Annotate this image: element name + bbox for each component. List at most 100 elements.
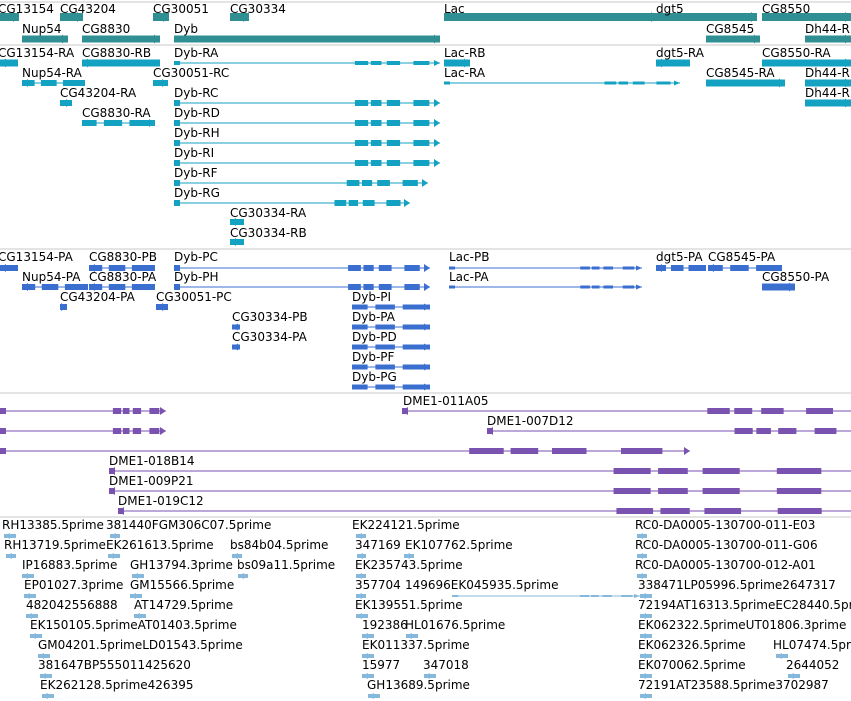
dyb-pg-glyph[interactable] (352, 383, 430, 391)
cg30334-ra-glyph[interactable] (230, 218, 244, 226)
dyb-ph-glyph[interactable] (174, 283, 430, 291)
cg30051-glyph[interactable] (153, 12, 169, 22)
dh44-r-glyph[interactable] (805, 34, 851, 44)
dyb-pf-glyph[interactable] (352, 363, 430, 371)
72191at23588-5prime3702987-glyph[interactable] (640, 693, 652, 699)
dyb-rh-glyph[interactable] (174, 139, 440, 147)
357704-glyph[interactable] (356, 593, 366, 599)
cg8830-pa-glyph[interactable] (89, 283, 155, 291)
cg30334-pa-glyph[interactable] (232, 343, 240, 351)
cg13154-glyph[interactable] (0, 12, 19, 22)
lac-rb-glyph[interactable] (444, 58, 470, 68)
cg13154-ra-glyph[interactable] (0, 58, 18, 68)
cg30334-pb-glyph[interactable] (232, 323, 240, 331)
338471lp05996-5prime2647317-glyph[interactable] (640, 593, 652, 599)
cg43204-ra-glyph[interactable] (60, 99, 72, 107)
gm15566-5prime-glyph[interactable] (130, 593, 142, 599)
nup54-ra-glyph[interactable] (22, 79, 85, 87)
nup54-pa-glyph[interactable] (22, 283, 88, 291)
nup54-glyph[interactable] (22, 34, 68, 44)
dgt5-glyph[interactable] (656, 12, 757, 22)
cg8545-pa-glyph[interactable] (708, 264, 782, 272)
482042556888-glyph[interactable] (26, 613, 38, 619)
cg43204-glyph[interactable] (60, 12, 83, 22)
cg8545-glyph[interactable] (706, 34, 760, 44)
ep01027-3prime-glyph[interactable] (24, 593, 36, 599)
cg8830-glyph[interactable] (82, 34, 160, 44)
cg8830-pb-glyph[interactable] (89, 264, 155, 272)
rc0-da0005-130700-012-a01-glyph[interactable] (637, 573, 647, 579)
cg30051-rc-glyph[interactable] (153, 79, 168, 87)
ek150105-5primeat01403-5prime-glyph[interactable] (30, 633, 42, 639)
dyb-rc-glyph[interactable] (174, 99, 440, 107)
149696ek045935-5prime-glyph[interactable] (452, 594, 640, 598)
dyb-ra-glyph[interactable] (174, 60, 440, 66)
hl07474-5prime-glyph[interactable] (776, 653, 788, 659)
cg8830-ra-glyph[interactable] (82, 119, 155, 127)
rc0-da0005-130700-011-g06-glyph[interactable] (637, 553, 647, 559)
dyb-pd-glyph[interactable] (352, 343, 430, 351)
at14729-5prime-glyph[interactable] (134, 613, 146, 619)
192386-glyph[interactable] (362, 633, 374, 639)
cg13154-pa-glyph[interactable] (0, 264, 18, 272)
rh13385-5prime-glyph[interactable] (4, 533, 16, 539)
dyb-rd-glyph[interactable] (174, 119, 440, 127)
clone-feature-glyph[interactable] (0, 407, 166, 415)
ek262128-5prime426395-glyph[interactable] (42, 693, 54, 699)
rc0-da0005-130700-011-e03-glyph[interactable] (637, 533, 647, 539)
15977-glyph[interactable] (362, 673, 374, 679)
ek062326-5prime-glyph[interactable] (640, 653, 652, 659)
lac-pa-glyph[interactable] (449, 284, 642, 290)
lac-glyph[interactable] (444, 12, 657, 22)
dyb-glyph[interactable] (174, 34, 440, 44)
cg8830-rb-glyph[interactable] (82, 58, 160, 68)
dyb-pi-glyph[interactable] (352, 303, 430, 311)
dgt5-pa-glyph[interactable] (656, 264, 706, 272)
cg30334-glyph[interactable] (230, 12, 249, 22)
347169-glyph[interactable] (357, 553, 366, 559)
ek139551-5prime-glyph[interactable] (356, 613, 368, 619)
cg8550-ra-glyph[interactable] (762, 58, 851, 68)
dgt5-ra-glyph[interactable] (656, 58, 690, 68)
72194at16313-5primeec28440-5prime-glyph[interactable] (640, 613, 652, 619)
ek224121-5prime-glyph[interactable] (356, 533, 366, 539)
381440fgm306c07-5prime-glyph[interactable] (110, 533, 120, 539)
gh13794-3prime-glyph[interactable] (132, 573, 144, 579)
bs09a11-5prime-glyph[interactable] (238, 573, 248, 579)
dyb-rg-glyph[interactable] (174, 199, 410, 207)
gh13689-5prime-glyph[interactable] (368, 693, 380, 699)
dme1-019c12-glyph[interactable] (118, 507, 851, 515)
hl01676-5prime-glyph[interactable] (406, 633, 418, 639)
dme1-011a05-glyph[interactable] (402, 407, 851, 415)
dyb-rf-glyph[interactable] (174, 179, 428, 187)
2644052-glyph[interactable] (788, 673, 800, 679)
ek070062-5prime-glyph[interactable] (640, 673, 652, 679)
ek235743-5prime-glyph[interactable] (356, 573, 366, 579)
ek062322-5primeut01806-3prime-glyph[interactable] (640, 633, 652, 639)
cg30334-rb-glyph[interactable] (230, 238, 244, 246)
cg8545-ra-glyph[interactable] (706, 78, 785, 88)
bs84b04-5prime-glyph[interactable] (232, 553, 242, 559)
dyb-pa-glyph[interactable] (352, 323, 430, 331)
dyb-ri-glyph[interactable] (174, 159, 440, 167)
ip16883-5prime-glyph[interactable] (22, 573, 34, 579)
ek261613-5prime-glyph[interactable] (108, 553, 120, 559)
dh44-r-glyph[interactable] (805, 98, 851, 108)
cg43204-pa-glyph[interactable] (60, 303, 67, 311)
clone-feature-glyph[interactable] (0, 427, 166, 435)
347018-glyph[interactable] (424, 673, 436, 679)
clone-feature-glyph[interactable] (0, 447, 690, 455)
dme1-018b14-glyph[interactable] (109, 467, 851, 475)
cg8550-glyph[interactable] (762, 12, 851, 22)
ek011337-5prime-glyph[interactable] (362, 653, 374, 659)
dyb-pc-glyph[interactable] (174, 264, 430, 272)
gm04201-5primeld01543-5prime-glyph[interactable] (38, 653, 50, 659)
dme1-009p21-glyph[interactable] (109, 487, 851, 495)
dh44-r-glyph[interactable] (805, 78, 851, 88)
381647bp555011425620-glyph[interactable] (40, 673, 52, 679)
ek107762-5prime-glyph[interactable] (404, 553, 414, 559)
cg30051-pc-glyph[interactable] (156, 303, 168, 311)
lac-pb-glyph[interactable] (449, 265, 642, 271)
lac-ra-glyph[interactable] (444, 80, 680, 86)
cg8550-pa-glyph[interactable] (762, 282, 795, 292)
